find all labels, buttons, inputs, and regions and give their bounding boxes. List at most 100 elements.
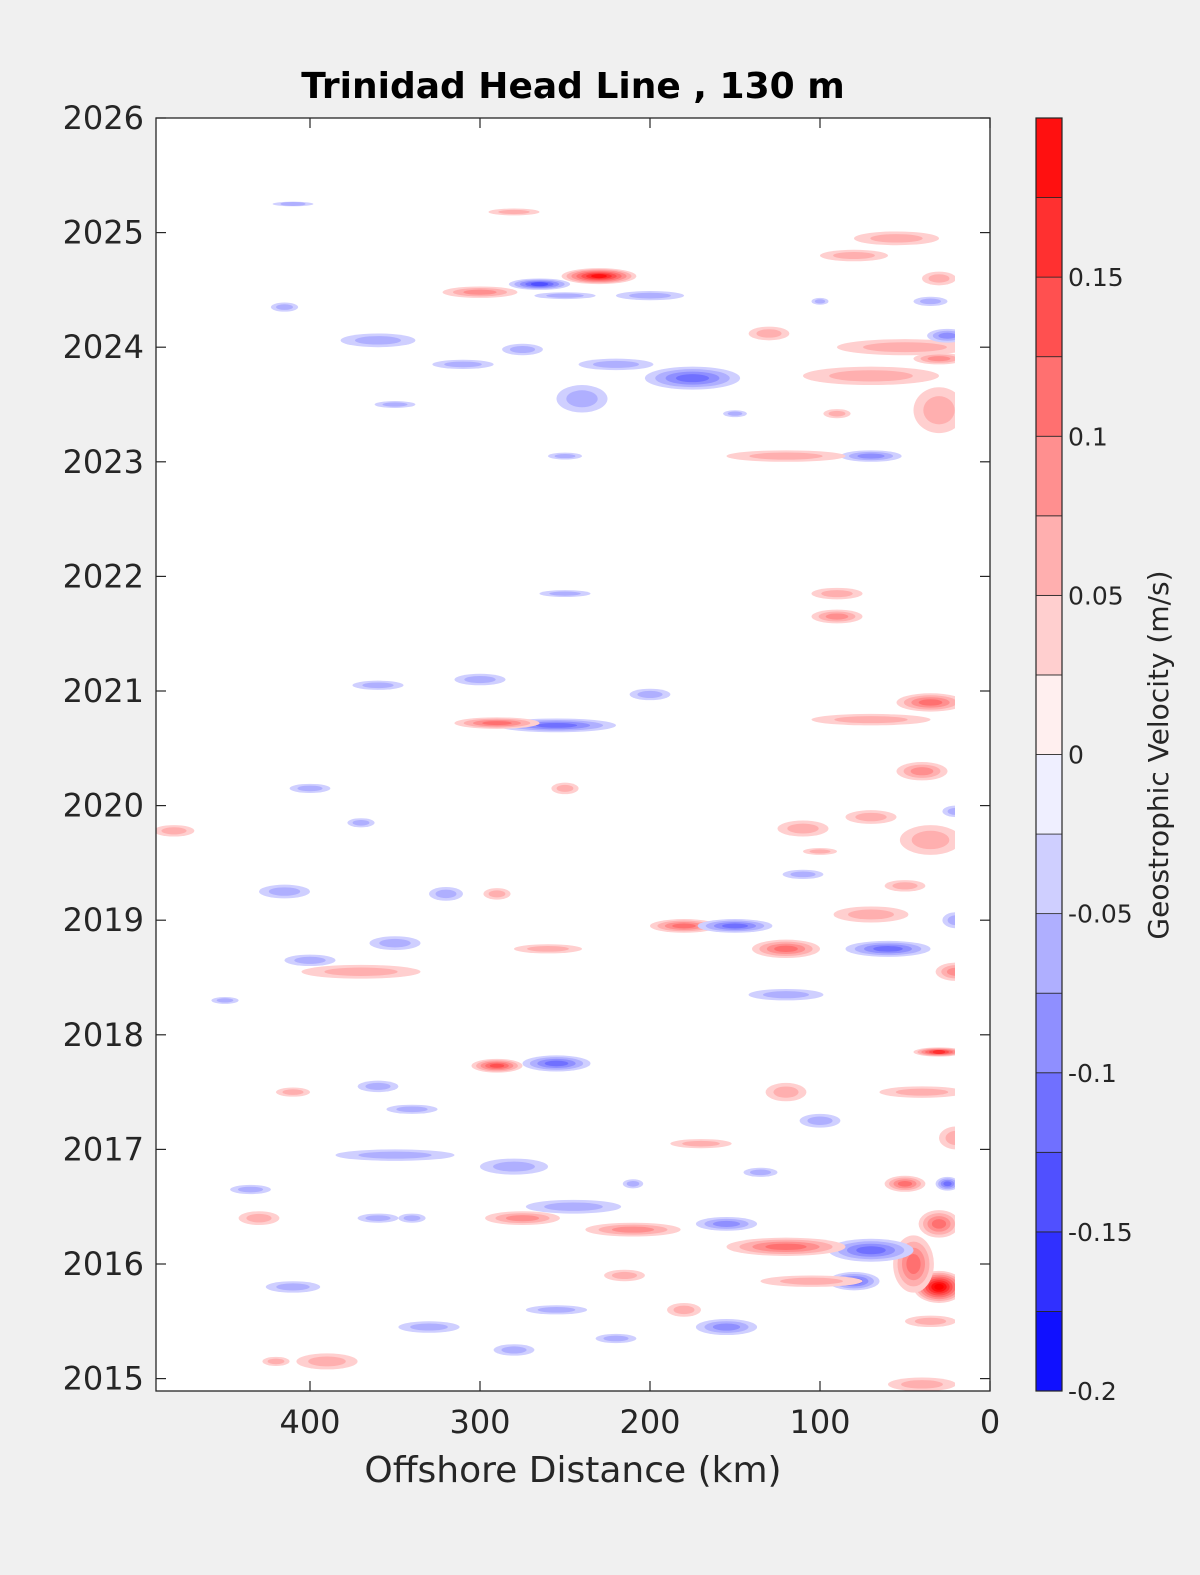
- contour-level: [535, 722, 578, 728]
- y-tick-label: 2017: [63, 1130, 144, 1168]
- contour-feature: [622, 1179, 644, 1189]
- contour-level: [821, 590, 853, 598]
- contour-level: [946, 967, 955, 976]
- contour-feature: [905, 1315, 955, 1328]
- contour-feature: [811, 609, 863, 624]
- x-tick-label: 400: [279, 1403, 340, 1441]
- colorbar-tick-label: 0.05: [1068, 581, 1124, 610]
- contour-feature: [918, 1210, 955, 1238]
- contour-feature: [230, 1184, 271, 1195]
- contour-feature: [471, 1058, 523, 1073]
- contour-level: [626, 1180, 640, 1187]
- contour-level: [379, 938, 411, 948]
- contour-feature: [803, 366, 939, 386]
- x-axis: 400 300 200 100 0: [279, 118, 1000, 1441]
- contour-feature: [650, 919, 718, 933]
- contour-level: [749, 452, 823, 460]
- contour-level: [161, 827, 187, 835]
- contour-feature: [913, 1047, 955, 1057]
- contour-feature: [483, 888, 511, 900]
- contour-level: [920, 298, 941, 305]
- y-tick-label: 2015: [63, 1360, 144, 1398]
- contour-feature: [667, 1302, 701, 1317]
- contour-level: [382, 402, 408, 407]
- contour-feature: [211, 996, 239, 1004]
- contour-level: [673, 1305, 695, 1315]
- contour-feature: [811, 587, 863, 600]
- colorbar-band: [1035, 356, 1063, 437]
- contour-feature: [695, 1217, 758, 1231]
- contour-level: [931, 1219, 947, 1229]
- contour-level: [396, 1106, 428, 1113]
- contour-level: [825, 613, 849, 620]
- contour-level: [855, 812, 887, 822]
- contour-feature: [398, 1213, 426, 1223]
- contour-feature: [629, 688, 671, 701]
- contour-feature: [525, 1199, 622, 1214]
- contour-feature: [514, 944, 582, 954]
- contour-level: [365, 1215, 391, 1221]
- contour-feature: [854, 231, 939, 246]
- contour-level: [488, 890, 506, 898]
- contour-level: [923, 396, 955, 425]
- contour-level: [435, 889, 457, 899]
- contour-feature: [301, 964, 421, 979]
- contour-feature: [777, 820, 829, 837]
- contour-level: [892, 882, 918, 890]
- contour-level: [947, 807, 955, 815]
- contour-feature: [922, 271, 955, 286]
- y-tick-label: 2018: [63, 1016, 144, 1054]
- contour-feature: [743, 1167, 778, 1177]
- contour-layer: [156, 201, 955, 1391]
- contour-feature: [272, 201, 314, 207]
- contour-feature: [289, 783, 331, 793]
- contour-level: [938, 332, 955, 339]
- chart-title: Trinidad Head Line , 130 m: [301, 66, 844, 107]
- colorbar-tick-label: -0.15: [1068, 1218, 1133, 1247]
- contour-feature: [616, 291, 684, 301]
- contour-feature: [723, 410, 747, 418]
- x-axis-label: Offshore Distance (km): [364, 1450, 781, 1491]
- contour-feature: [556, 385, 608, 413]
- contour-level: [282, 1089, 304, 1095]
- contour-feature: [896, 762, 948, 781]
- x-tick-label: 0: [980, 1403, 1000, 1441]
- contour-feature: [913, 387, 955, 434]
- contour-level: [354, 336, 402, 345]
- contour-level: [829, 370, 913, 382]
- contour-feature: [265, 1281, 321, 1293]
- x-tick-label: 200: [619, 1403, 680, 1441]
- contour-feature: [896, 693, 955, 712]
- contour-feature: [578, 358, 654, 371]
- contour-feature: [799, 1113, 841, 1128]
- contour-level: [910, 767, 934, 776]
- colorbar-tick-label: -0.05: [1068, 900, 1133, 929]
- contour-feature: [670, 1139, 732, 1149]
- contour-level: [501, 1346, 527, 1354]
- contour-level: [556, 784, 574, 792]
- contour-level: [914, 1317, 947, 1325]
- contour-level: [807, 1116, 833, 1125]
- contour-feature: [837, 339, 955, 356]
- contour-level: [530, 282, 549, 287]
- contour-level: [546, 293, 584, 298]
- contour-level: [833, 251, 875, 260]
- contour-level: [787, 823, 819, 834]
- colorbar-band: [1035, 1311, 1063, 1392]
- contour-feature: [828, 1238, 914, 1262]
- contour-feature: [270, 302, 299, 312]
- contour-feature: [899, 825, 955, 855]
- contour-level: [863, 342, 947, 353]
- contour-level: [629, 292, 671, 299]
- contour-feature: [259, 884, 310, 899]
- contour-feature: [820, 249, 888, 262]
- contour-feature: [156, 825, 195, 837]
- contour-level: [675, 374, 710, 383]
- contour-level: [403, 1215, 421, 1221]
- contour-level: [537, 1307, 576, 1313]
- contour-level: [276, 304, 293, 310]
- contour-level: [870, 234, 923, 243]
- contour-feature: [939, 1126, 955, 1150]
- contour-feature: [534, 292, 596, 300]
- contour-level: [505, 1215, 540, 1222]
